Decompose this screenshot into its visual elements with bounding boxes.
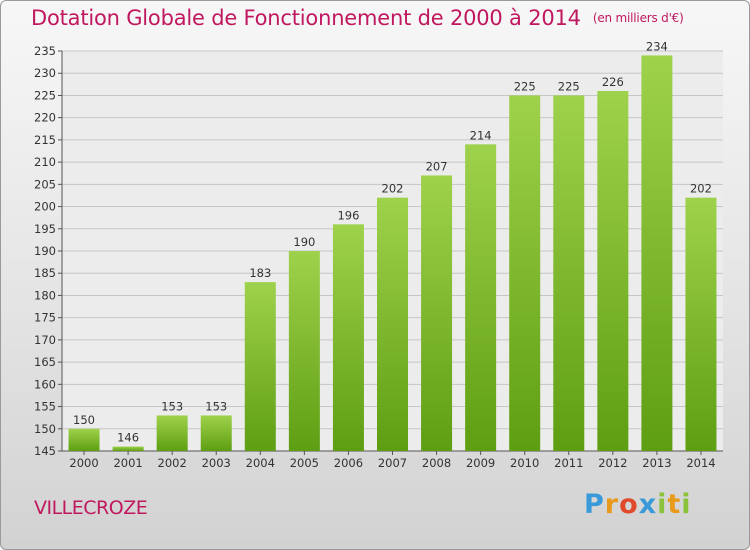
value-label: 225 (558, 79, 580, 93)
x-tick-label: 2010 (510, 456, 539, 470)
bar-2014 (685, 197, 717, 451)
y-tick-label: 235 (34, 44, 56, 58)
value-label: 183 (249, 266, 271, 280)
value-label: 226 (602, 75, 624, 89)
y-tick-label: 190 (34, 244, 56, 258)
logo-letter: r (604, 489, 620, 520)
x-tick-label: 2014 (686, 456, 715, 470)
y-tick-label: 175 (34, 311, 56, 325)
commune-name: VILLECROZE (34, 497, 148, 519)
value-label: 207 (426, 159, 448, 173)
value-label: 214 (470, 128, 492, 142)
y-tick-label: 155 (34, 400, 56, 414)
bar-2013 (641, 55, 673, 451)
bar-2009 (465, 144, 497, 452)
value-label: 225 (514, 79, 536, 93)
value-label: 196 (337, 208, 359, 222)
value-label: 153 (205, 399, 227, 413)
value-label: 150 (73, 413, 95, 427)
x-tick-label: 2008 (422, 456, 451, 470)
bar-2001 (112, 446, 144, 451)
bar-2012 (597, 91, 629, 451)
y-tick-label: 150 (34, 422, 56, 436)
x-tick-label: 2001 (113, 456, 142, 470)
y-tick-label: 220 (34, 111, 56, 125)
bar-2007 (377, 197, 408, 451)
x-tick-label: 2012 (598, 456, 627, 470)
logo-letter: x (638, 489, 658, 520)
value-label: 153 (161, 399, 183, 413)
chart-title-text: Dotation Globale de Fonctionnement de 20… (31, 6, 581, 30)
x-tick-label: 2004 (246, 456, 275, 470)
x-tick-label: 2009 (466, 456, 495, 470)
logo-letter: i (657, 489, 668, 520)
value-label: 202 (690, 182, 712, 196)
x-tick-label: 2007 (378, 456, 407, 470)
chart-labels: 150 2000 146 2001 153 2002 153 2003 183 2004 190 20… (69, 39, 715, 470)
chart-title: Dotation Globale de Fonctionnement de 20… (31, 6, 684, 30)
x-tick-label: 2003 (202, 456, 231, 470)
bar-2000 (68, 428, 100, 451)
y-tick-label: 185 (34, 266, 56, 280)
logo-letter: o (619, 489, 639, 520)
bar-2004 (244, 282, 276, 451)
x-tick-label: 2013 (642, 456, 671, 470)
chart-bars (68, 55, 717, 452)
y-tick-label: 230 (34, 66, 56, 80)
y-tick-label: 195 (34, 222, 56, 236)
y-tick-label: 165 (34, 355, 56, 369)
bar-2005 (288, 251, 320, 451)
logo-letter: i (681, 489, 692, 520)
bar-2010 (509, 95, 541, 451)
y-tick-label: 180 (34, 288, 56, 302)
bar-2011 (553, 95, 585, 451)
chart-subtitle: (en milliers d'€) (592, 11, 684, 25)
y-tick-label: 205 (34, 177, 56, 191)
value-label: 234 (646, 39, 668, 53)
y-tick-label: 215 (34, 133, 56, 147)
logo-letter: t (667, 489, 682, 520)
x-tick-label: 2000 (69, 456, 98, 470)
y-tick-label: 170 (34, 333, 56, 347)
y-tick-label: 145 (34, 444, 56, 458)
y-tick-label: 225 (34, 88, 56, 102)
bar-2006 (332, 224, 364, 451)
x-tick-label: 2006 (334, 456, 363, 470)
proxiti-logo: Proxiti (584, 489, 692, 520)
bar-2008 (421, 175, 453, 451)
x-tick-label: 2005 (290, 456, 319, 470)
y-tick-label: 200 (34, 200, 56, 214)
value-label: 202 (382, 182, 404, 196)
y-tick-label: 210 (34, 155, 56, 169)
value-label: 190 (293, 235, 315, 249)
value-label: 146 (117, 431, 139, 445)
bar-2002 (156, 415, 188, 451)
logo-letter: P (584, 489, 605, 520)
bar-2003 (200, 415, 232, 451)
x-tick-label: 2011 (554, 456, 583, 470)
y-tick-label: 160 (34, 377, 56, 391)
x-tick-label: 2002 (158, 456, 187, 470)
